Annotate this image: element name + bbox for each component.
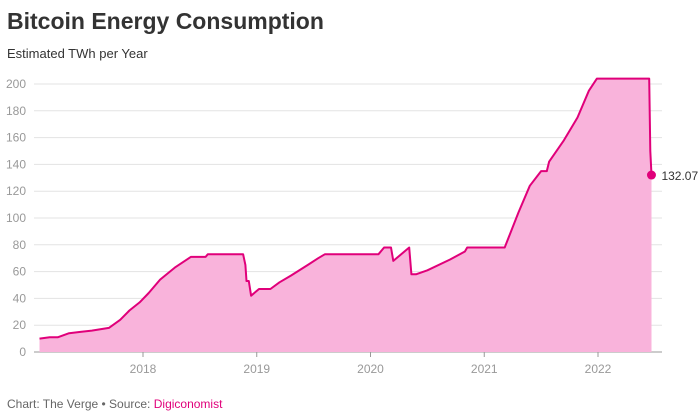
y-tick-label: 40 xyxy=(13,291,27,305)
y-tick-label: 60 xyxy=(13,265,27,279)
last-value-marker xyxy=(646,170,656,180)
x-tick-label: 2021 xyxy=(471,362,498,376)
y-tick-label: 120 xyxy=(6,184,26,198)
chart-credit: Chart: The Verge • Source: Digiconomist xyxy=(7,397,222,411)
y-tick-label: 180 xyxy=(6,104,26,118)
energy-line xyxy=(39,77,653,340)
credit-text: Chart: The Verge • Source: xyxy=(7,397,154,411)
y-tick-label: 20 xyxy=(13,318,27,332)
x-axis-ticks: 2018 2019 2020 2021 2022 xyxy=(130,352,612,376)
y-tick-label: 140 xyxy=(6,157,26,171)
y-axis-ticks: 0 20 40 60 80 100 120 140 160 180 200 xyxy=(6,77,26,359)
x-tick-label: 2019 xyxy=(243,362,270,376)
source-link[interactable]: Digiconomist xyxy=(153,397,223,411)
chart-title: Bitcoin Energy Consumption xyxy=(7,8,324,34)
x-tick-label: 2020 xyxy=(357,362,384,376)
y-tick-label: 100 xyxy=(6,211,26,225)
y-tick-label: 0 xyxy=(19,345,26,359)
chart-subtitle: Estimated TWh per Year xyxy=(7,46,148,61)
y-tick-label: 80 xyxy=(13,238,27,252)
x-tick-label: 2022 xyxy=(585,362,612,376)
energy-area xyxy=(39,78,652,352)
last-value-label: 132.07 xyxy=(661,169,698,183)
y-tick-label: 160 xyxy=(6,131,26,145)
y-tick-label: 200 xyxy=(6,77,26,91)
x-tick-label: 2018 xyxy=(130,362,157,376)
